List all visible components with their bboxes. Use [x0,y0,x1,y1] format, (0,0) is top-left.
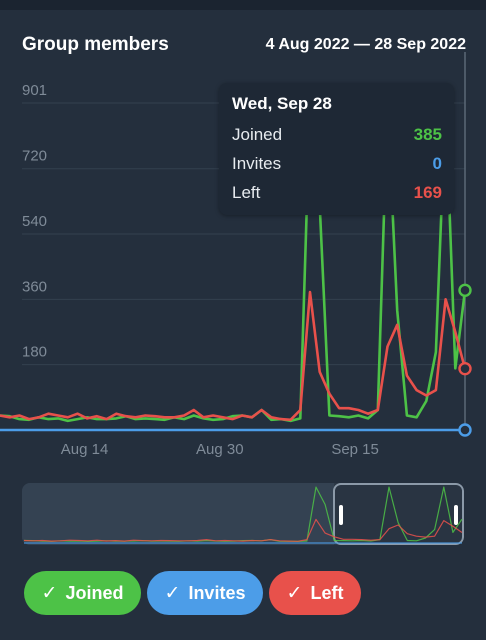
tooltip: Wed, Sep 28 Joined 385 Invites 0 Left 16… [219,83,454,215]
range-navigator[interactable] [22,483,464,545]
check-icon: ✓ [41,582,58,604]
tooltip-label: Joined [232,125,283,144]
navigator-window[interactable] [333,483,464,545]
navigator-dimmed-area [22,483,334,545]
x-tick-label: Aug 30 [196,441,244,458]
point-marker-joined [458,283,472,297]
tooltip-row-joined: Joined 385 [232,125,442,147]
y-tick-label: 901 [22,82,47,99]
tooltip-label: Invites [232,154,282,173]
y-tick-label: 360 [22,278,47,295]
chip-label: Left [310,582,344,603]
chart-title: Group members [22,34,169,55]
check-icon: ✓ [286,582,303,604]
navigator-right-handle[interactable] [454,505,458,525]
y-tick-label: 540 [22,213,47,230]
check-icon: ✓ [164,582,181,604]
tooltip-value-invites: 0 [432,154,442,173]
tooltip-row-invites: Invites 0 [232,154,442,176]
x-tick-label: Aug 14 [61,441,109,458]
x-tick-label: Sep 15 [331,441,379,458]
chip-left[interactable]: ✓ Left [269,571,361,615]
chip-joined[interactable]: ✓ Joined [24,571,141,615]
date-range[interactable]: 4 Aug 2022 — 28 Sep 2022 [265,36,466,53]
status-strip [0,0,486,10]
point-marker-invites [458,423,472,437]
chip-label: Joined [65,582,124,603]
series-line-left [0,290,467,422]
chip-invites[interactable]: ✓ Invites [147,571,263,615]
tooltip-label: Left [232,183,261,202]
navigator-left-handle[interactable] [339,505,343,525]
chip-label: Invites [188,582,246,603]
tooltip-date: Wed, Sep 28 [232,94,332,113]
y-tick-label: 180 [22,344,47,361]
tooltip-value-left: 169 [413,183,442,202]
point-marker-left [458,361,472,376]
tooltip-value-joined: 385 [413,125,442,144]
y-tick-label: 720 [22,148,47,165]
tooltip-row-left: Left 169 [232,183,442,205]
